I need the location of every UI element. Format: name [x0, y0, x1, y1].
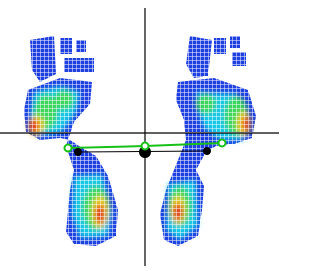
pressure-map: [0, 0, 279, 271]
left-center-point: [74, 148, 82, 156]
page: (() => { const data = JSON.parse(documen…: [0, 0, 279, 271]
right-marker: [219, 140, 226, 147]
sensor-grid: [0, 0, 279, 271]
right-center-point: [203, 147, 211, 155]
left-marker: [65, 145, 72, 152]
middle-marker: [142, 143, 149, 150]
